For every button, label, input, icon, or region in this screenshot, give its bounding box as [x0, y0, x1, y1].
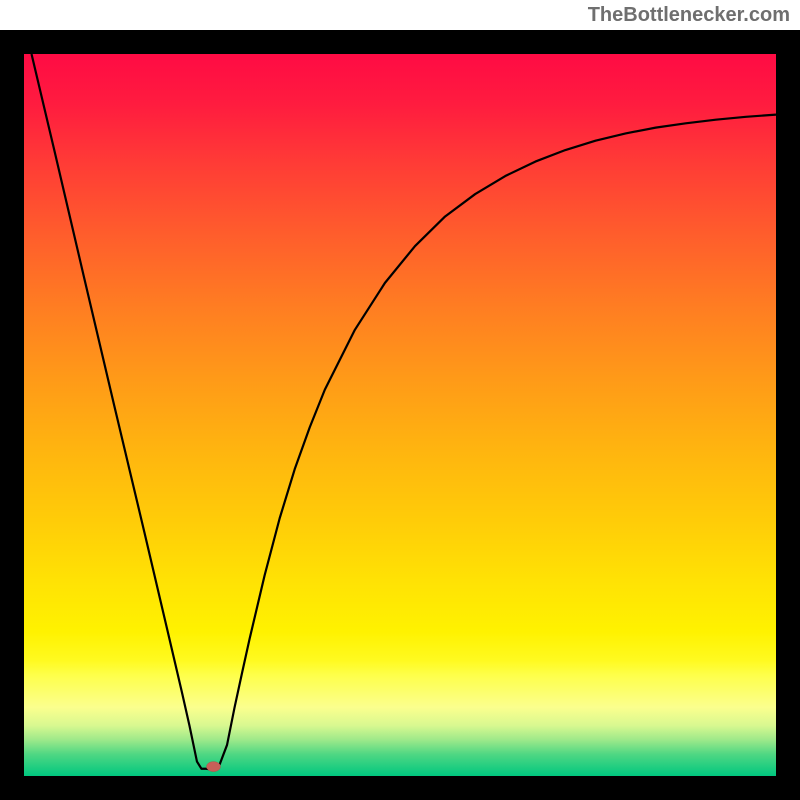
watermark-text: TheBottlenecker.com [588, 4, 790, 26]
plot-border [776, 30, 800, 800]
bottleneck-chart: TheBottlenecker.com [0, 0, 800, 800]
plot-border [0, 30, 24, 800]
optimum-marker [207, 762, 221, 772]
plot-background [24, 54, 776, 776]
plot-border [0, 30, 800, 54]
plot-border [0, 776, 800, 800]
chart-svg [0, 0, 800, 800]
watermark-link[interactable]: TheBottlenecker.com [588, 4, 790, 27]
